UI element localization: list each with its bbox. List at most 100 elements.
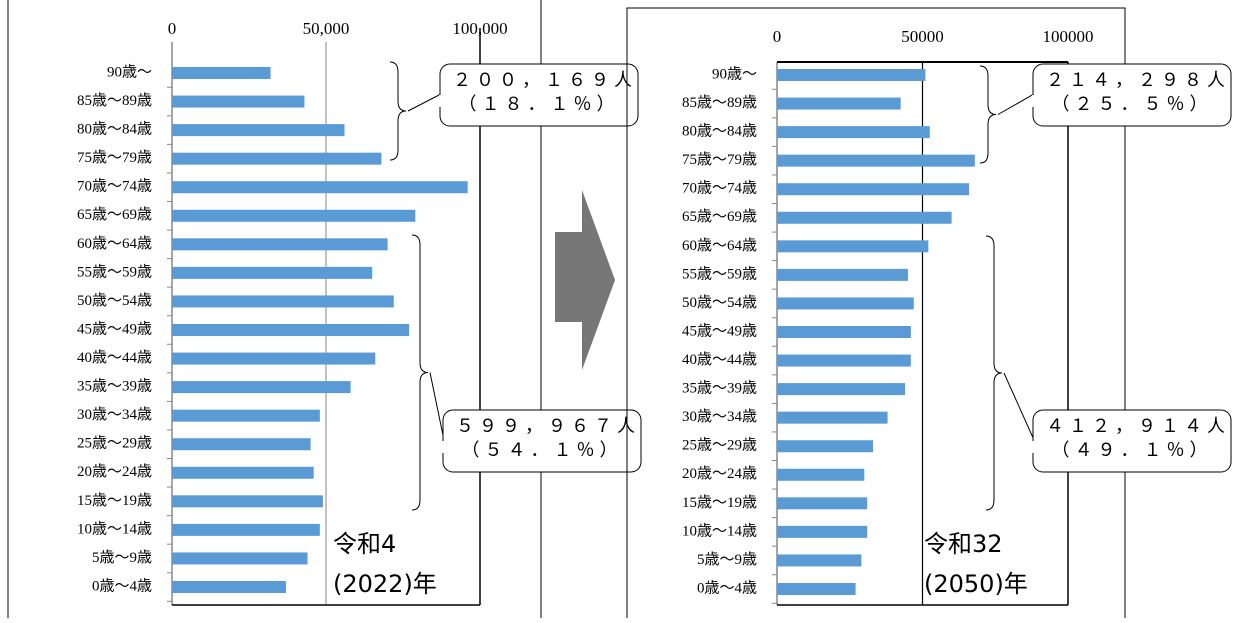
brace — [979, 65, 997, 164]
callout-patch — [439, 95, 443, 107]
y-tick-label: 45歳～49歳 — [77, 320, 152, 337]
bar — [777, 468, 865, 481]
y-tick-label: 5歳～9歳 — [92, 549, 152, 566]
x-tick-label: 50000 — [901, 27, 944, 46]
callout-text: （４９．１％） — [1052, 440, 1213, 460]
y-tick-label: 10歳～14歳 — [77, 520, 152, 537]
callout-tail — [429, 372, 445, 454]
y-tick-label: 55歳～59歳 — [682, 265, 757, 282]
y-tick-label: 60歳～64歳 — [682, 237, 757, 254]
y-tick-label: 75歳～79歳 — [77, 149, 152, 166]
y-tick-label: 70歳～74歳 — [77, 178, 152, 195]
y-tick-label: 90歳～ — [107, 63, 152, 80]
y-tick-label: 65歳～69歳 — [682, 208, 757, 225]
bar — [172, 67, 271, 79]
bar — [777, 497, 868, 510]
y-tick-label: 10歳～14歳 — [682, 522, 757, 539]
y-tick-label: 60歳～64歳 — [77, 235, 152, 252]
callout-text: （５４．１％） — [462, 440, 623, 460]
bar — [777, 440, 874, 453]
bar — [172, 295, 394, 308]
callout-tail — [997, 93, 1035, 115]
bar — [777, 69, 926, 81]
callout-text: ４１２，９１４人 — [1046, 416, 1230, 436]
callout-text: （１８．１％） — [459, 94, 620, 114]
y-tick-label: 75歳～79歳 — [682, 151, 757, 168]
year-label: 令和32 — [924, 530, 1003, 558]
y-tick-label: 0歳～4歳 — [92, 577, 152, 594]
callout-patch — [442, 441, 446, 453]
y-tick-label: 35歳～39歳 — [77, 378, 152, 395]
y-tick-label: 25歳～29歳 — [682, 437, 757, 454]
bar — [777, 97, 901, 110]
bar — [777, 268, 908, 281]
bar — [172, 181, 468, 194]
callout-tail — [407, 93, 442, 112]
year-label: 令和4 — [333, 530, 396, 558]
y-tick-label: 55歳～59歳 — [77, 263, 152, 280]
bar — [777, 525, 868, 538]
callout-text: ５９９，９６７人 — [456, 416, 640, 436]
y-tick-label: 50歳～54歳 — [77, 292, 152, 309]
bar — [777, 554, 862, 567]
y-tick-label: 45歳～49歳 — [682, 322, 757, 339]
y-tick-label: 50歳～54歳 — [682, 294, 757, 311]
callout-patch — [1032, 95, 1036, 107]
bar — [172, 95, 305, 108]
bar — [777, 126, 930, 139]
bar — [777, 326, 911, 338]
y-tick-label: 20歳～24歳 — [77, 463, 152, 480]
bar — [777, 297, 914, 310]
y-tick-label: 85歳～89歳 — [682, 94, 757, 111]
x-tick-label: 50,000 — [303, 19, 350, 38]
y-tick-label: 30歳～34歳 — [77, 406, 152, 423]
y-tick-label: 30歳～34歳 — [682, 408, 757, 425]
arrow — [555, 190, 615, 370]
bar — [172, 352, 376, 365]
bar — [172, 238, 388, 251]
bar — [777, 183, 970, 196]
bar — [172, 523, 320, 536]
bar — [172, 324, 410, 336]
y-tick-label: 40歳～44歳 — [682, 351, 757, 368]
bar — [777, 240, 929, 253]
bar — [172, 152, 382, 165]
bar — [172, 581, 286, 593]
bar — [172, 381, 351, 394]
x-tick-label: 0 — [773, 27, 782, 46]
year-label: (2022)年 — [333, 570, 437, 598]
bar — [172, 266, 373, 279]
bar — [777, 211, 952, 224]
callout-patch — [1032, 441, 1036, 453]
y-tick-label: 90歳～ — [712, 65, 757, 82]
callout-text: ２００，１６９人 — [453, 70, 637, 90]
callout-text: （２５．５％） — [1052, 94, 1213, 114]
bar — [777, 583, 856, 595]
callout-text: ２１４，２９８人 — [1046, 70, 1230, 90]
y-tick-label: 70歳～74歳 — [682, 180, 757, 197]
y-tick-label: 85歳～89歳 — [77, 92, 152, 109]
bar — [172, 495, 323, 508]
bar — [777, 154, 975, 167]
brace — [411, 234, 429, 511]
y-tick-label: 35歳～39歳 — [682, 380, 757, 397]
bar — [172, 209, 416, 222]
bar — [172, 438, 311, 451]
chart-frame — [626, 7, 1126, 623]
bar — [172, 552, 308, 565]
y-tick-label: 65歳～69歳 — [77, 206, 152, 223]
y-tick-label: 15歳～19歳 — [682, 494, 757, 511]
y-tick-label: 80歳～84歳 — [77, 121, 152, 138]
y-tick-label: 5歳～9歳 — [697, 551, 757, 568]
bar — [172, 409, 320, 422]
y-tick-label: 15歳～19歳 — [77, 492, 152, 509]
brace — [389, 61, 407, 161]
bar — [777, 383, 906, 396]
y-tick-label: 0歳～4歳 — [697, 579, 757, 596]
y-tick-label: 25歳～29歳 — [77, 435, 152, 452]
year-label: (2050)年 — [924, 570, 1028, 598]
y-tick-label: 80歳～84歳 — [682, 123, 757, 140]
y-tick-label: 40歳～44歳 — [77, 349, 152, 366]
x-tick-label: 0 — [168, 19, 177, 38]
